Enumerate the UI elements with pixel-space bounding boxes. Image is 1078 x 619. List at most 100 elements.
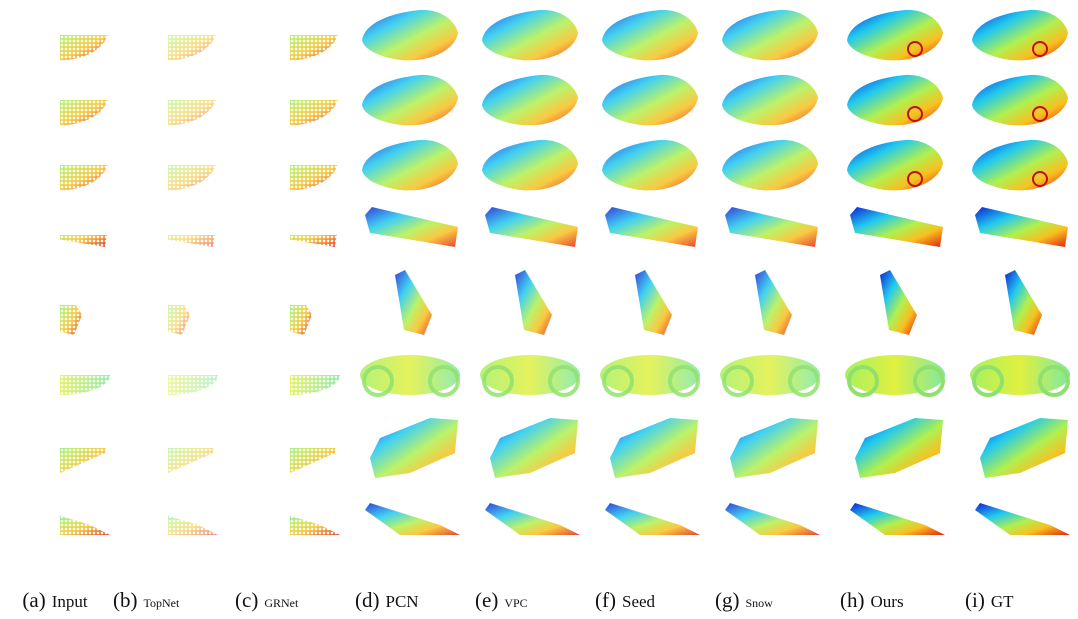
car-shape <box>120 75 216 125</box>
point-cloud <box>847 75 943 125</box>
point-cloud <box>365 503 460 535</box>
point-cloud <box>975 503 1070 535</box>
box-shape <box>123 207 216 247</box>
point-cloud <box>362 140 458 190</box>
car-shape <box>362 140 458 190</box>
point-cloud <box>153 270 190 335</box>
point-cloud <box>725 207 818 247</box>
box-shape <box>15 207 108 247</box>
caption-label: (i) <box>965 588 985 612</box>
point-cloud <box>485 207 578 247</box>
point-cloud <box>850 207 943 247</box>
point-cloud <box>602 75 698 125</box>
point-cloud <box>635 270 672 335</box>
column-shape <box>275 270 312 335</box>
point-cloud <box>120 140 216 190</box>
point-cloud <box>118 355 218 395</box>
boat-shape <box>850 503 945 535</box>
column-shape <box>515 270 552 335</box>
point-cloud <box>480 355 580 395</box>
motorbike-body <box>720 355 820 395</box>
point-cloud-grid <box>10 10 1070 535</box>
caption-label: (h) <box>840 588 865 612</box>
caption-label: (f) <box>595 588 616 612</box>
box-shape <box>975 207 1068 247</box>
box-shape <box>605 207 698 247</box>
point-cloud <box>365 207 458 247</box>
box-shape <box>245 207 338 247</box>
car-shape <box>972 10 1068 60</box>
car-shape <box>847 75 943 125</box>
caption: (g)Snow <box>715 588 773 612</box>
truck-shape <box>980 418 1068 478</box>
point-cloud <box>972 10 1068 60</box>
car-shape <box>12 140 108 190</box>
caption-method: TopNet <box>144 596 180 610</box>
point-cloud <box>123 207 216 247</box>
motorbike-body <box>240 355 340 395</box>
car-shape <box>12 75 108 125</box>
point-cloud <box>722 75 818 125</box>
point-cloud <box>245 207 338 247</box>
point-cloud <box>972 75 1068 125</box>
point-cloud <box>245 503 340 535</box>
point-cloud <box>605 503 700 535</box>
motorbike-body <box>480 355 580 395</box>
car-shape <box>482 10 578 60</box>
point-cloud <box>45 270 82 335</box>
motorbike-body <box>360 355 460 395</box>
point-cloud <box>855 418 943 478</box>
car-shape <box>722 140 818 190</box>
point-cloud <box>490 418 578 478</box>
point-cloud <box>610 418 698 478</box>
point-cloud <box>10 355 110 395</box>
caption: (c)GRNet <box>235 588 299 612</box>
point-cloud <box>395 270 432 335</box>
caption-method: VPC <box>504 596 527 610</box>
box-shape <box>365 207 458 247</box>
point-cloud <box>120 75 216 125</box>
truck-shape <box>855 418 943 478</box>
captions: (a)Input(b)TopNet(c)GRNet(d)PCN(e)VPC(f)… <box>22 588 1014 612</box>
point-cloud <box>970 355 1070 395</box>
column-shape <box>395 270 432 335</box>
caption-label: (e) <box>475 588 498 612</box>
truck-shape <box>128 418 216 478</box>
point-cloud <box>12 140 108 190</box>
car-shape <box>362 75 458 125</box>
car-shape <box>12 10 108 60</box>
boat-shape <box>365 503 460 535</box>
caption-method: Snow <box>746 596 774 610</box>
caption: (f) Seed <box>595 588 656 612</box>
column-shape <box>153 270 190 335</box>
point-cloud <box>482 75 578 125</box>
point-cloud <box>602 140 698 190</box>
motorbike-body <box>970 355 1070 395</box>
point-cloud <box>725 503 820 535</box>
point-cloud <box>755 270 792 335</box>
point-cloud <box>605 207 698 247</box>
point-cloud <box>847 140 943 190</box>
car-shape <box>602 140 698 190</box>
point-cloud <box>722 10 818 60</box>
point-cloud <box>720 355 820 395</box>
caption: (e) VPC <box>475 588 528 612</box>
point-cloud <box>847 10 943 60</box>
caption-label: (d) <box>355 588 380 612</box>
point-cloud <box>482 140 578 190</box>
point-cloud <box>845 355 945 395</box>
motorbike-body <box>845 355 945 395</box>
caption-method: GRNet <box>264 596 299 610</box>
box-shape <box>725 207 818 247</box>
caption: (a)Input <box>22 588 87 612</box>
point-cloud <box>370 418 458 478</box>
caption-method: Seed <box>622 592 656 611</box>
motorbike-body <box>118 355 218 395</box>
car-shape <box>972 75 1068 125</box>
column-shape <box>880 270 917 335</box>
point-cloud <box>360 355 460 395</box>
point-cloud <box>602 10 698 60</box>
point-cloud <box>12 10 108 60</box>
point-cloud <box>15 207 108 247</box>
caption: (b)TopNet <box>113 588 180 612</box>
